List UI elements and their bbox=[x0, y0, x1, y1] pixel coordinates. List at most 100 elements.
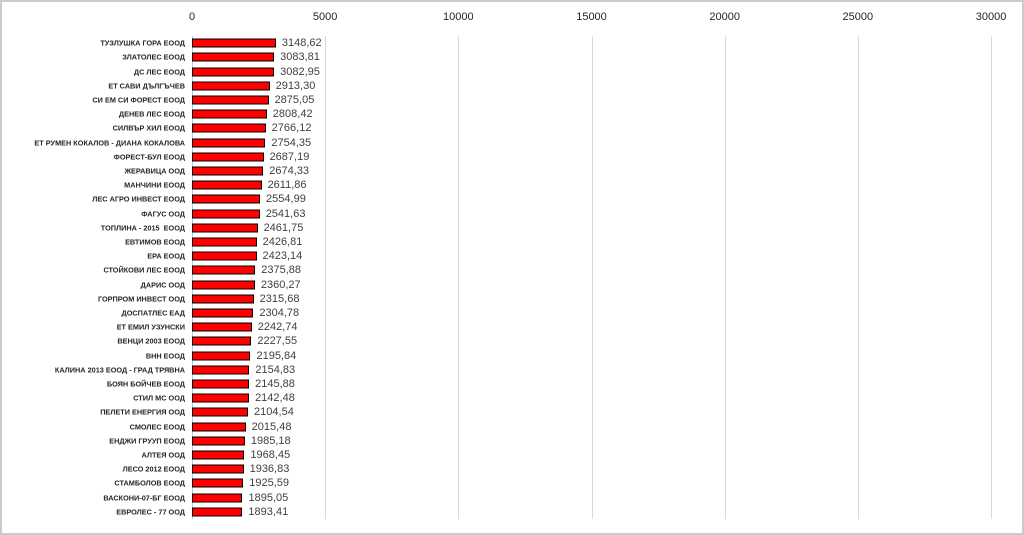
bar bbox=[192, 464, 244, 474]
bar-row: ДОСПАТЛЕС ЕАД 2304,78 bbox=[2, 306, 1022, 320]
bar bbox=[192, 38, 276, 48]
bar bbox=[192, 223, 258, 233]
bar bbox=[192, 152, 264, 162]
value-label: 2015,48 bbox=[251, 420, 292, 433]
bar bbox=[192, 180, 262, 190]
bar-row: ГОРПРОМ ИНВЕСТ ООД 2315,68 bbox=[2, 292, 1022, 306]
category-label: ФАГУС ООД bbox=[141, 209, 185, 219]
bar-row: ЕВРОЛЕС - 77 ООД 1893,41 bbox=[2, 505, 1022, 519]
category-label: ЕВРОЛЕС - 77 ООД bbox=[116, 507, 185, 517]
bar-row: СИЛВЪР ХИЛ ЕООД 2766,12 bbox=[2, 121, 1022, 135]
bar bbox=[192, 81, 270, 91]
bar bbox=[192, 123, 266, 133]
category-label: ЕТ ЕМИЛ УЗУНСКИ bbox=[116, 322, 185, 332]
value-label: 2913,30 bbox=[275, 79, 316, 92]
bar bbox=[192, 52, 275, 62]
value-label: 2766,12 bbox=[271, 122, 312, 135]
bar-row: ЕТ ЕМИЛ УЗУНСКИ 2242,74 bbox=[2, 320, 1022, 334]
value-label: 2687,19 bbox=[269, 150, 310, 163]
bar bbox=[192, 507, 243, 517]
category-label: ЛЕСО 2012 ЕООД bbox=[122, 464, 185, 474]
value-label: 1895,05 bbox=[248, 491, 289, 504]
value-label: 2154,83 bbox=[255, 363, 296, 376]
category-label: АЛТЕЯ ООД bbox=[141, 450, 185, 460]
bar bbox=[192, 109, 267, 119]
bar-row: ВАСКОНИ-07-БГ ЕООД 1895,05 bbox=[2, 491, 1022, 505]
value-label: 2875,05 bbox=[274, 93, 315, 106]
bar bbox=[192, 308, 254, 318]
bar-row: СТОЙКОВИ ЛЕС ЕООД 2375,88 bbox=[2, 263, 1022, 277]
value-label: 1925,59 bbox=[249, 477, 290, 490]
bar-row: СТАМБОЛОВ ЕООД 1925,59 bbox=[2, 476, 1022, 490]
gridline bbox=[991, 36, 993, 519]
category-label: ГОРПРОМ ИНВЕСТ ООД bbox=[97, 294, 185, 304]
x-axis-tick-label: 15000 bbox=[576, 11, 607, 23]
bar-row: ВНН ЕООД 2195,84 bbox=[2, 349, 1022, 363]
category-label: ЕРА ЕООД bbox=[147, 251, 185, 261]
bar-row: КАЛИНА 2013 ЕООД - ГРАД ТРЯВНА 2154,83 bbox=[2, 363, 1022, 377]
value-label: 2754,35 bbox=[271, 136, 312, 149]
bar bbox=[192, 450, 245, 460]
bar-row: ДАРИС ООД 2360,27 bbox=[2, 278, 1022, 292]
bar bbox=[192, 95, 269, 105]
bar-row: ФОРЕСТ-БУЛ ЕООД 2687,19 bbox=[2, 150, 1022, 164]
gridline bbox=[857, 36, 859, 519]
bar-row: СИ ЕМ СИ ФОРЕСТ ЕООД 2875,05 bbox=[2, 93, 1022, 107]
bar bbox=[192, 280, 255, 290]
value-label: 2375,88 bbox=[261, 264, 302, 277]
category-label: СТИЛ МС ООД bbox=[133, 393, 185, 403]
bar bbox=[192, 166, 264, 176]
value-label: 2315,68 bbox=[259, 292, 300, 305]
category-label: ЖЕРАВИЦА ООД bbox=[124, 166, 185, 176]
category-label: МАНЧИНИ ЕООД bbox=[124, 180, 185, 190]
gridline bbox=[724, 36, 726, 519]
x-axis-tick-label: 0 bbox=[188, 11, 196, 23]
value-label: 2461,75 bbox=[263, 221, 304, 234]
category-label: ЗЛАТОЛЕС ЕООД bbox=[122, 52, 185, 62]
value-label: 2304,78 bbox=[259, 307, 300, 319]
category-label: БОЯН БОЙЧЕВ ЕООД bbox=[106, 379, 185, 389]
bar-row: ДЕНЕВ ЛЕС ЕООД 2808,42 bbox=[2, 107, 1022, 121]
bar-row: МАНЧИНИ ЕООД 2611,86 bbox=[2, 178, 1022, 192]
gridline bbox=[591, 36, 593, 519]
value-label: 1968,45 bbox=[250, 449, 291, 462]
bar-row: БОЯН БОЙЧЕВ ЕООД 2145,88 bbox=[2, 377, 1022, 391]
bar-row: ЕВТИМОВ ЕООД 2426,81 bbox=[2, 235, 1022, 249]
category-label: КАЛИНА 2013 ЕООД - ГРАД ТРЯВНА bbox=[54, 365, 185, 375]
bar bbox=[192, 209, 260, 219]
category-label: СМОЛЕС ЕООД bbox=[129, 422, 185, 432]
bar-row: ТУЗЛУШКА ГОРА ЕООД 3148,62 bbox=[2, 36, 1022, 50]
value-label: 2611,86 bbox=[267, 179, 307, 192]
category-label: ДАРИС ООД bbox=[140, 280, 185, 290]
value-label: 2142,48 bbox=[255, 392, 295, 405]
bar bbox=[192, 265, 256, 275]
bar-row: ЕТ РУМЕН КОКАЛОВ - ДИАНА КОКАЛОВА 2754,35 bbox=[2, 135, 1022, 149]
value-label: 2195,84 bbox=[256, 349, 297, 362]
bar bbox=[192, 422, 246, 432]
value-label: 2426,81 bbox=[262, 235, 303, 248]
bar bbox=[192, 237, 257, 247]
value-label: 1936,83 bbox=[249, 463, 290, 476]
category-label: ЕТ РУМЕН КОКАЛОВ - ДИАНА КОКАЛОВА bbox=[34, 138, 185, 148]
bar bbox=[192, 351, 251, 361]
category-label: ФОРЕСТ-БУЛ ЕООД bbox=[113, 152, 185, 162]
bar-row: ДС ЛЕС ЕООД 3082,95 bbox=[2, 64, 1022, 78]
x-axis-tick-label: 20000 bbox=[709, 11, 740, 23]
category-label: СТАМБОЛОВ ЕООД bbox=[114, 478, 185, 488]
bar-row: ЕТ САВИ ДЪЛГЪЧЕВ 2913,30 bbox=[2, 79, 1022, 93]
bar-row: ВЕНЦИ 2003 ЕООД 2227,55 bbox=[2, 334, 1022, 348]
category-label: СТОЙКОВИ ЛЕС ЕООД bbox=[103, 265, 185, 275]
bar-row: СТИЛ МС ООД 2142,48 bbox=[2, 391, 1022, 405]
bar bbox=[192, 478, 244, 488]
category-label: ПЕЛЕТИ ЕНЕРГИЯ ООД bbox=[100, 407, 185, 417]
gridline bbox=[325, 36, 327, 519]
bar-row: СМОЛЕС ЕООД 2015,48 bbox=[2, 420, 1022, 434]
value-label: 2104,54 bbox=[254, 406, 294, 419]
bar bbox=[192, 379, 250, 389]
bar bbox=[192, 407, 249, 417]
bar bbox=[192, 393, 250, 403]
value-label: 2360,27 bbox=[260, 278, 301, 291]
bar bbox=[192, 322, 252, 332]
category-label: ЕТ САВИ ДЪЛГЪЧЕВ bbox=[108, 81, 185, 91]
